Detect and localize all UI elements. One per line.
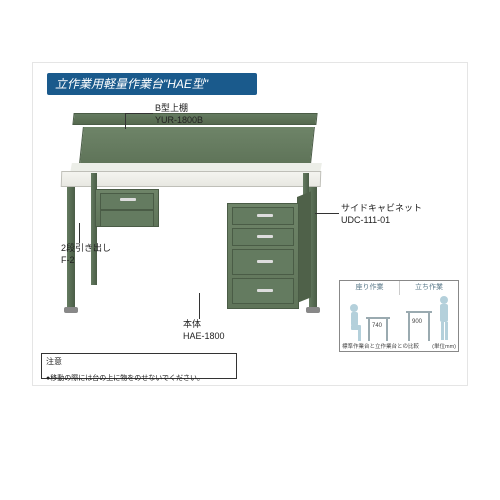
drawer-handle-icon [120, 215, 136, 218]
cabinet-drawer [232, 278, 294, 304]
standing-table-leg [428, 313, 430, 341]
notice-title: 注意 [46, 356, 232, 367]
drawer-handle-icon [257, 289, 273, 292]
callout-shelf-line2: YUR-1800B [155, 115, 203, 125]
seated-table-leg [368, 319, 370, 341]
drawer-handle-icon [257, 214, 273, 217]
cabinet-drawer [232, 228, 294, 246]
notice-text: ●移動の際には台の上に物をのせないでください。 [46, 375, 204, 382]
callout-cabinet-line2: UDC-111-01 [341, 215, 390, 225]
callout-line [315, 213, 339, 214]
cabinet-drawer [232, 207, 294, 225]
seated-person-icon [346, 303, 366, 343]
callout-cabinet: サイドキャビネット UDC-111-01 [341, 203, 422, 226]
callout-body-line2: HAE-1800 [183, 331, 225, 341]
callout-shelf-line1: B型上棚 [155, 103, 188, 113]
catalog-panel: 立作業用軽量作業台"HAE型" B型上棚 YUR-1800B 2 [32, 62, 468, 386]
callout-line [199, 293, 200, 319]
foot-front-right [306, 307, 320, 313]
drawer-handle-icon [120, 198, 136, 201]
diagram-seated-label: 座り作業 [340, 281, 399, 295]
drawer-handle-icon [257, 235, 273, 238]
callout-shelf: B型上棚 YUR-1800B [155, 103, 203, 126]
callout-line [79, 223, 80, 243]
foot-front-left [64, 307, 78, 313]
callout-line [125, 113, 153, 114]
seated-table-leg [386, 319, 388, 341]
title-bar: 立作業用軽量作業台"HAE型" [47, 73, 257, 95]
cabinet-drawer [232, 249, 294, 275]
seated-height: 740 [372, 323, 382, 329]
tabletop [61, 171, 322, 187]
callout-line [125, 113, 126, 129]
comparison-diagram: 座り作業 立ち作業 740 900 標準作業台と立作業台との比較 (単位mm) [339, 280, 459, 352]
shelf-back-panel [79, 127, 315, 163]
callout-body: 本体 HAE-1800 [183, 319, 225, 342]
callout-body-line1: 本体 [183, 319, 201, 329]
two-drawers [95, 189, 159, 227]
standing-height: 900 [412, 319, 422, 325]
side-cabinet [227, 203, 299, 309]
diagram-standing-label: 立ち作業 [399, 281, 458, 295]
callout-drawers: 2段引き出し F-2 [61, 243, 111, 266]
diagram-footnote-right: (単位mm) [432, 342, 456, 350]
callout-drawers-line2: F-2 [61, 255, 75, 265]
notice-box: 注意 ●移動の際には台の上に物をのせないでください。 [41, 353, 237, 379]
workbench-illustration [61, 107, 321, 327]
cabinet-side [297, 191, 311, 303]
callout-drawers-line1: 2段引き出し [61, 243, 111, 253]
callout-cabinet-line1: サイドキャビネット [341, 203, 422, 213]
diagram-footnote-left: 標準作業台と立作業台との比較 [342, 342, 419, 350]
standing-person-icon [434, 295, 454, 343]
title-text: 立作業用軽量作業台"HAE型" [55, 77, 208, 91]
drawer-handle-icon [257, 260, 273, 263]
standing-table-leg [408, 313, 410, 341]
